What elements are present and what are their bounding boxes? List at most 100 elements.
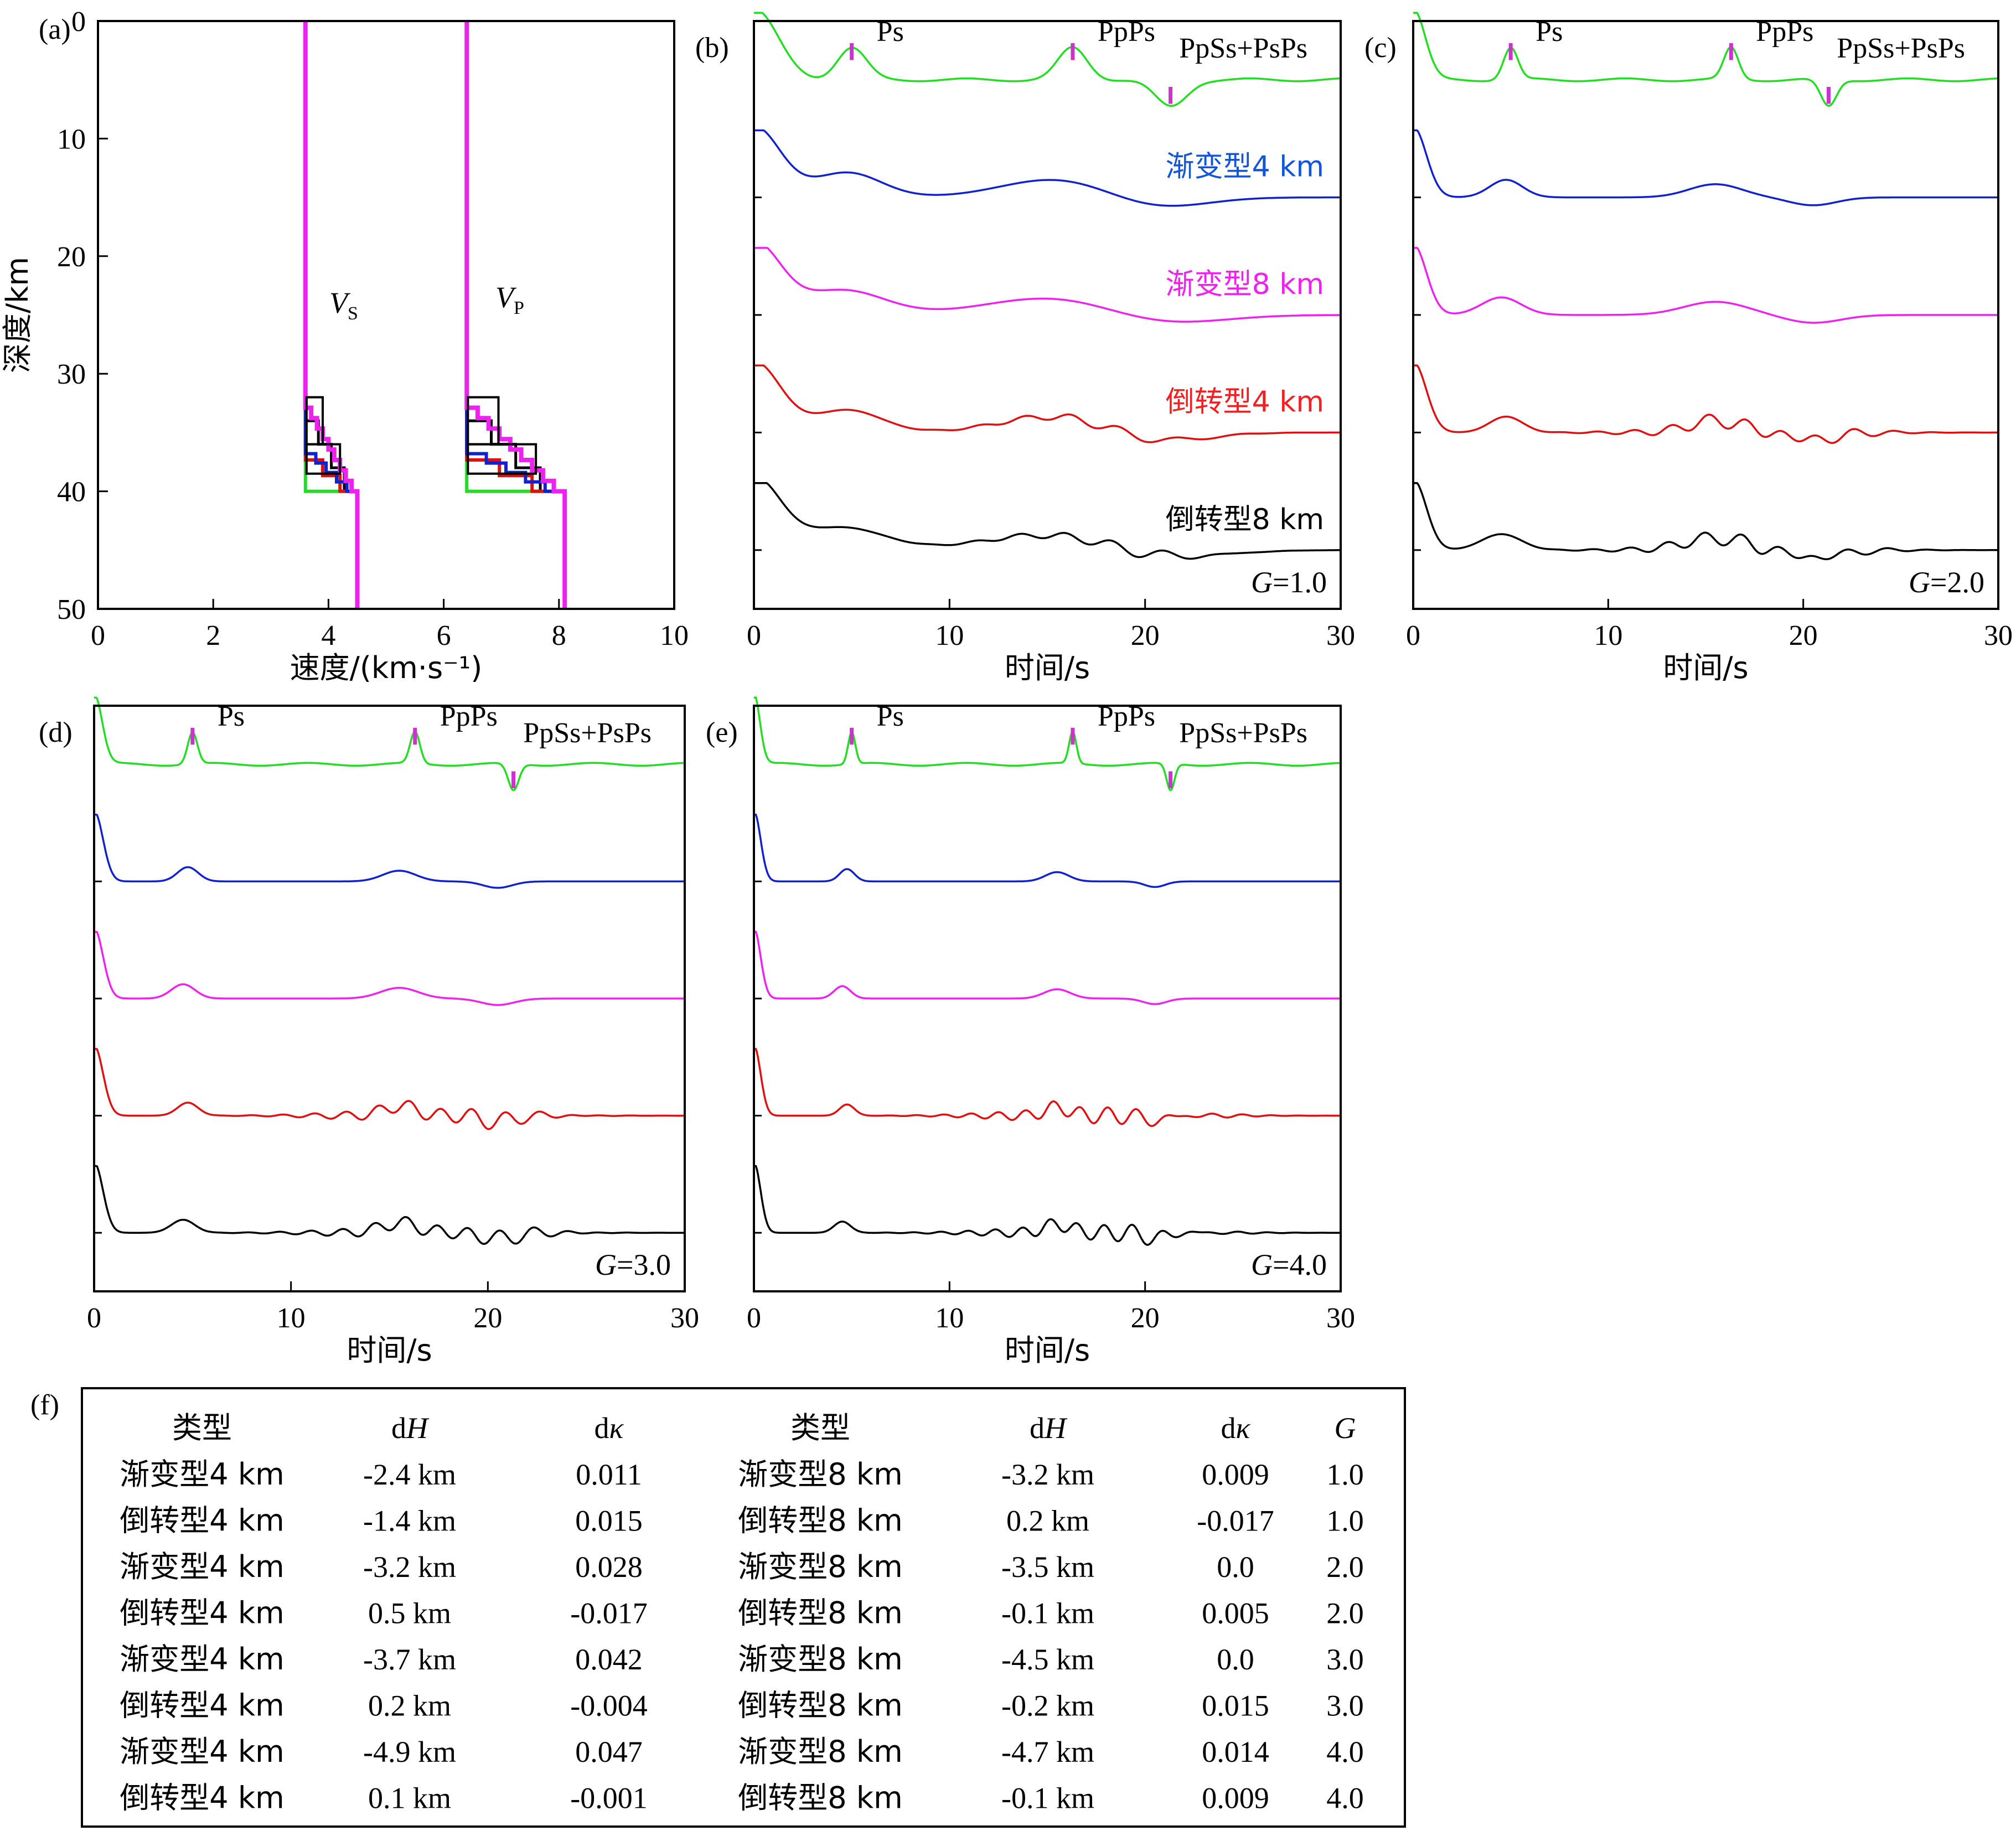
table-frame bbox=[81, 1387, 1406, 1828]
annotation-sub: P bbox=[514, 298, 524, 318]
header-d: d bbox=[1221, 1411, 1236, 1445]
table-cell: 0.028 bbox=[575, 1550, 643, 1584]
table-cell: -0.017 bbox=[1197, 1504, 1274, 1538]
table-cell: 渐变型8 km bbox=[738, 1457, 902, 1492]
x-tick-label: 20 bbox=[473, 1302, 502, 1334]
trace-label: 渐变型4 km bbox=[1166, 151, 1324, 184]
y-tick-label: 20 bbox=[57, 241, 86, 273]
x-tick-label: 20 bbox=[1131, 620, 1160, 651]
table-cell: 4.0 bbox=[1326, 1735, 1364, 1768]
y-tick-label: 30 bbox=[57, 359, 86, 390]
table-header: dκ bbox=[595, 1411, 624, 1445]
phase-label: PpSs+PsPs bbox=[1837, 33, 1965, 64]
header-d: d bbox=[1030, 1411, 1045, 1445]
table-cell: -0.1 km bbox=[1001, 1782, 1094, 1815]
panel-label-e: (e) bbox=[706, 717, 738, 748]
table-cell: 0.0 bbox=[1217, 1550, 1254, 1584]
table-cell: 0.009 bbox=[1202, 1782, 1269, 1815]
velocity-annotation: VS bbox=[329, 286, 358, 324]
panel-label-c: (c) bbox=[1364, 32, 1397, 64]
phase-label: PpSs+PsPs bbox=[1179, 717, 1307, 749]
inverted-layer-box bbox=[305, 443, 342, 475]
trace-black bbox=[1413, 482, 1998, 561]
table-cell: 渐变型8 km bbox=[738, 1549, 902, 1584]
trace-blue bbox=[754, 814, 1341, 888]
panel-label-d: (d) bbox=[39, 717, 73, 748]
annotation-main: V bbox=[329, 286, 351, 319]
inverted-layer-box bbox=[467, 443, 537, 475]
g-value-label: G=2.0 bbox=[1909, 566, 1984, 599]
table-cell: -4.7 km bbox=[1001, 1735, 1094, 1768]
trace-blue bbox=[94, 814, 685, 889]
y-axis-label-a: 深度/km bbox=[0, 257, 35, 373]
g-number: =1.0 bbox=[1273, 566, 1327, 599]
velocity-annotation: VP bbox=[495, 281, 524, 318]
g-symbol: G bbox=[1909, 566, 1930, 599]
table-cell: -0.001 bbox=[570, 1782, 647, 1815]
trace-blue bbox=[754, 129, 1341, 207]
table-header: 类型 bbox=[790, 1410, 850, 1445]
table-cell: -0.017 bbox=[570, 1597, 647, 1630]
y-tick-label: 0 bbox=[71, 6, 86, 38]
trace-red bbox=[94, 1048, 685, 1130]
g-value-label: G=1.0 bbox=[1251, 566, 1327, 599]
y-tick-label: 50 bbox=[57, 594, 86, 625]
phase-label: PpSs+PsPs bbox=[1179, 33, 1307, 64]
table-cell: 0.2 km bbox=[1006, 1504, 1089, 1538]
table-cell: -0.1 km bbox=[1001, 1597, 1094, 1630]
x-axis-label-b: 时间/s bbox=[1005, 650, 1090, 685]
table-cell: 0.047 bbox=[575, 1735, 643, 1768]
trace-blue bbox=[1413, 129, 1998, 206]
trace-red bbox=[1413, 364, 1998, 444]
panel-label-f: (f) bbox=[30, 1389, 59, 1421]
table-cell: 倒转型4 km bbox=[120, 1688, 284, 1723]
table-cell: 倒转型4 km bbox=[120, 1503, 284, 1538]
trace-magenta bbox=[754, 930, 1341, 1005]
header-symbol: H bbox=[406, 1411, 430, 1445]
table-cell: 渐变型4 km bbox=[120, 1457, 284, 1492]
table-cell: 0.014 bbox=[1202, 1735, 1269, 1768]
trace-black bbox=[754, 1165, 1341, 1246]
x-tick-label: 0 bbox=[87, 1302, 101, 1334]
x-tick-label: 10 bbox=[1594, 620, 1622, 651]
g-value-label: G=3.0 bbox=[595, 1248, 671, 1281]
phase-label: PpSs+PsPs bbox=[523, 717, 652, 749]
table-cell: 倒转型8 km bbox=[738, 1596, 902, 1631]
table-cell: 2.0 bbox=[1326, 1550, 1364, 1584]
table-cell: 0.005 bbox=[1202, 1597, 1269, 1630]
table-cell: 渐变型4 km bbox=[120, 1642, 284, 1677]
x-axis-label-d: 时间/s bbox=[347, 1333, 432, 1368]
x-tick-label: 0 bbox=[1406, 620, 1420, 651]
table-cell: 0.011 bbox=[576, 1458, 642, 1491]
x-tick-label: 10 bbox=[935, 620, 964, 651]
table-cell: -0.2 km bbox=[1001, 1689, 1094, 1723]
x-tick-label: 20 bbox=[1131, 1302, 1160, 1334]
table-cell: 倒转型8 km bbox=[738, 1503, 902, 1538]
header-symbol: κ bbox=[1236, 1411, 1251, 1445]
table-cell: 倒转型8 km bbox=[738, 1781, 902, 1816]
table-header: dH bbox=[391, 1411, 430, 1445]
table-cell: -0.004 bbox=[570, 1689, 647, 1723]
table-cell: 倒转型8 km bbox=[738, 1688, 902, 1723]
header-d: d bbox=[391, 1411, 406, 1445]
table-cell: 0.1 km bbox=[368, 1782, 451, 1815]
x-tick-label: 10 bbox=[935, 1302, 964, 1334]
trace-label: 渐变型8 km bbox=[1166, 268, 1324, 301]
table-cell: 倒转型4 km bbox=[120, 1781, 284, 1816]
vp-profile-magenta bbox=[464, 21, 567, 609]
table-cell: -4.9 km bbox=[363, 1735, 456, 1768]
x-axis-label-c: 时间/s bbox=[1663, 650, 1748, 685]
x-tick-label: 30 bbox=[1326, 620, 1355, 651]
x-axis-label-a: 速度/(km·s⁻¹) bbox=[290, 650, 483, 685]
g-number: =4.0 bbox=[1273, 1248, 1327, 1281]
x-tick-label: 30 bbox=[1984, 620, 2013, 651]
table-cell: 渐变型4 km bbox=[120, 1734, 284, 1769]
table-cell: 4.0 bbox=[1326, 1782, 1364, 1815]
table-cell: -1.4 km bbox=[363, 1504, 456, 1538]
g-value-label: G=4.0 bbox=[1251, 1248, 1327, 1281]
table-cell: 渐变型4 km bbox=[120, 1549, 284, 1584]
